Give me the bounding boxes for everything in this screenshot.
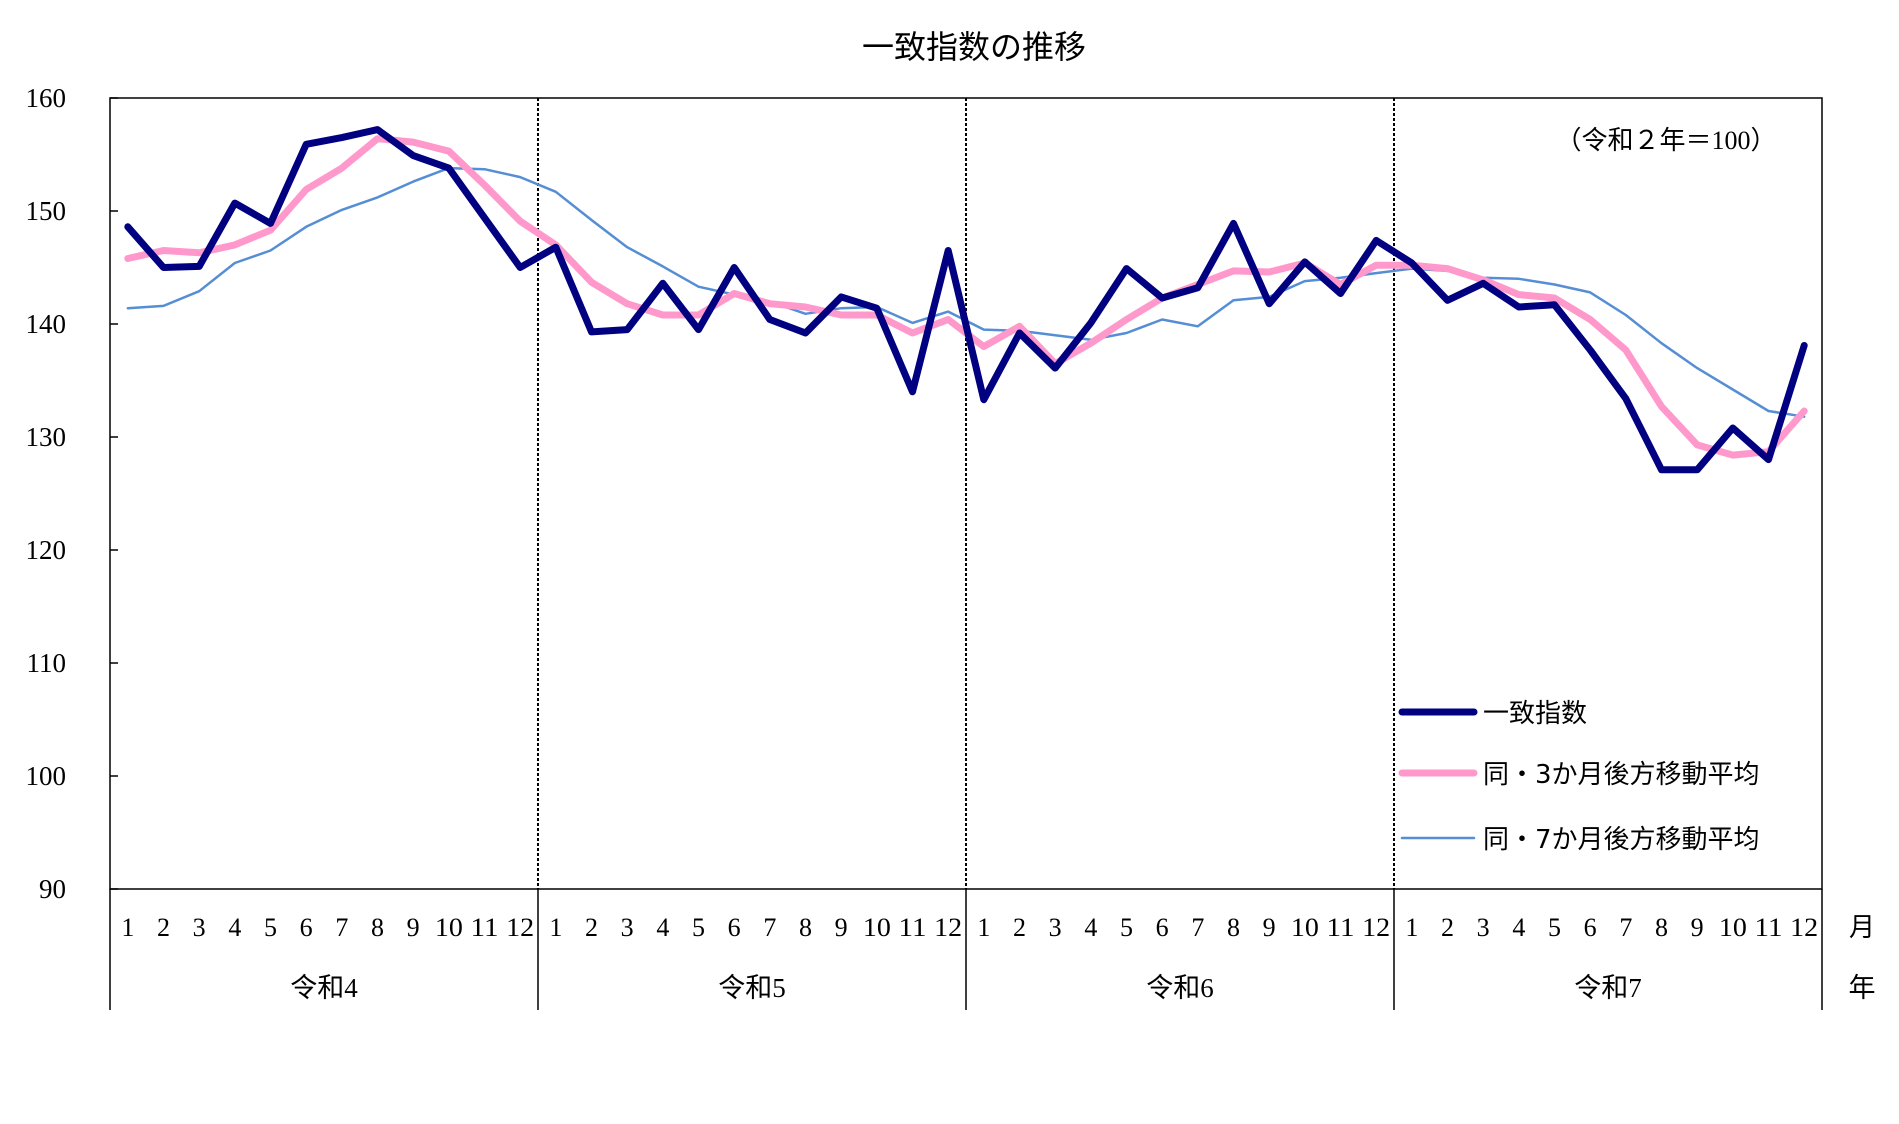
month-label: 7 bbox=[1619, 913, 1632, 942]
month-label: 11 bbox=[899, 913, 927, 942]
month-label: 11 bbox=[471, 913, 499, 942]
legend-label-2: 同・7か月後方移動平均 bbox=[1483, 825, 1760, 855]
month-label: 7 bbox=[1191, 913, 1204, 942]
year-dividers bbox=[537, 98, 1395, 1010]
month-label: 10 bbox=[435, 913, 463, 942]
month-label: 9 bbox=[1691, 913, 1704, 942]
month-label: 3 bbox=[1049, 913, 1062, 942]
y-tick-label: 90 bbox=[39, 874, 66, 904]
month-label: 9 bbox=[1263, 913, 1276, 942]
legend-label-0: 一致指数 bbox=[1483, 699, 1587, 729]
year-unit-label: 年 bbox=[1849, 973, 1876, 1003]
month-label: 4 bbox=[656, 913, 669, 942]
month-label: 8 bbox=[1655, 913, 1668, 942]
month-label: 8 bbox=[799, 913, 812, 942]
year-label: 令和4 bbox=[290, 973, 358, 1003]
month-label: 1 bbox=[1405, 913, 1418, 942]
base-year-note: （令和２年＝100） bbox=[1555, 126, 1776, 155]
y-tick-label: 100 bbox=[26, 761, 67, 791]
y-tick-label: 150 bbox=[26, 196, 67, 226]
month-label: 6 bbox=[1156, 913, 1169, 942]
y-tick-label: 160 bbox=[26, 83, 67, 113]
month-label: 2 bbox=[585, 913, 598, 942]
month-label: 4 bbox=[1084, 913, 1097, 942]
month-label: 8 bbox=[371, 913, 384, 942]
month-label: 5 bbox=[1120, 913, 1133, 942]
month-label: 10 bbox=[863, 913, 891, 942]
month-label: 10 bbox=[1291, 913, 1319, 942]
y-tick-label: 130 bbox=[26, 422, 67, 452]
year-label: 令和5 bbox=[718, 973, 786, 1003]
month-label: 3 bbox=[193, 913, 206, 942]
y-tick-label: 120 bbox=[26, 535, 67, 565]
month-label: 1 bbox=[121, 913, 134, 942]
y-tick-label: 140 bbox=[26, 309, 67, 339]
year-label: 令和7 bbox=[1574, 973, 1642, 1003]
month-label: 2 bbox=[157, 913, 170, 942]
month-label: 2 bbox=[1441, 913, 1454, 942]
month-label: 10 bbox=[1719, 913, 1747, 942]
month-label: 12 bbox=[1790, 913, 1818, 942]
month-label: 3 bbox=[621, 913, 634, 942]
month-label: 2 bbox=[1013, 913, 1026, 942]
month-label: 6 bbox=[300, 913, 313, 942]
y-tick-label: 110 bbox=[27, 648, 67, 678]
month-label: 7 bbox=[335, 913, 348, 942]
month-label: 5 bbox=[264, 913, 277, 942]
month-label: 11 bbox=[1755, 913, 1783, 942]
month-label: 3 bbox=[1477, 913, 1490, 942]
month-label: 4 bbox=[1512, 913, 1525, 942]
month-label: 11 bbox=[1327, 913, 1355, 942]
month-label: 12 bbox=[506, 913, 534, 942]
month-label: 1 bbox=[977, 913, 990, 942]
month-label: 9 bbox=[407, 913, 420, 942]
month-label: 6 bbox=[1584, 913, 1597, 942]
chart-title: 一致指数の推移 bbox=[862, 28, 1086, 66]
month-label: 12 bbox=[934, 913, 962, 942]
month-label: 5 bbox=[692, 913, 705, 942]
series-line-1 bbox=[124, 135, 1808, 459]
series-line-0 bbox=[124, 126, 1808, 474]
legend-label-1: 同・3か月後方移動平均 bbox=[1483, 760, 1760, 790]
month-label: 4 bbox=[228, 913, 241, 942]
month-label: 9 bbox=[835, 913, 848, 942]
month-label: 8 bbox=[1227, 913, 1240, 942]
month-label: 6 bbox=[728, 913, 741, 942]
data-series bbox=[124, 126, 1808, 474]
month-unit-label: 月 bbox=[1849, 913, 1875, 942]
month-label: 7 bbox=[763, 913, 776, 942]
year-label: 令和6 bbox=[1146, 973, 1214, 1003]
month-label: 12 bbox=[1362, 913, 1390, 942]
month-label: 1 bbox=[549, 913, 562, 942]
month-label: 5 bbox=[1548, 913, 1561, 942]
